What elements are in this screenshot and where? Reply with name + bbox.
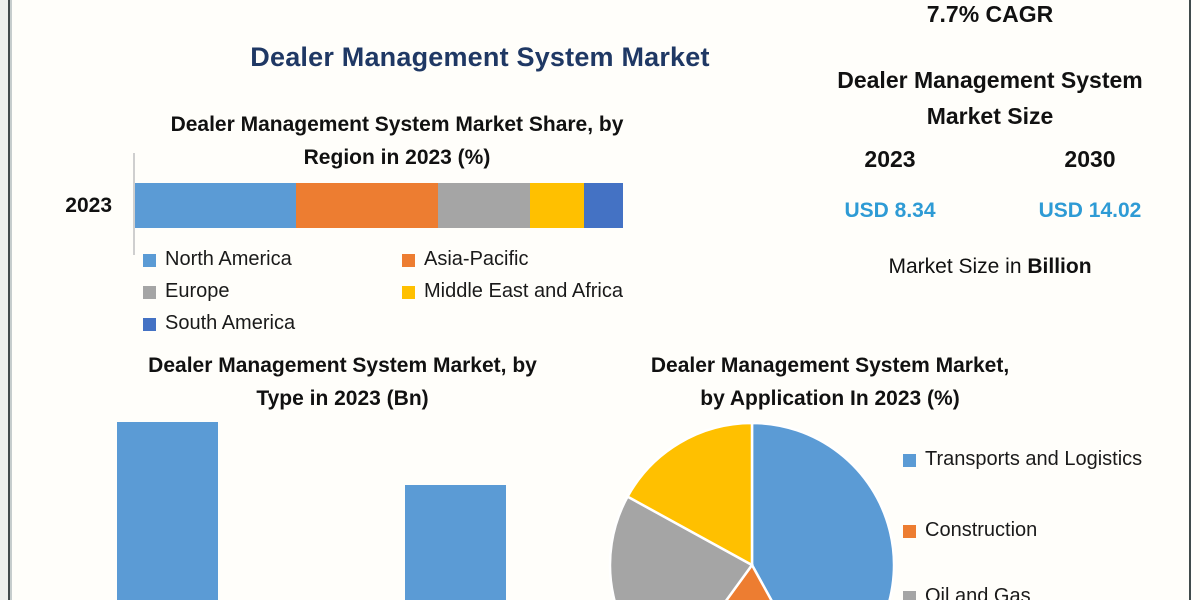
- legend-item-transports-logistics: Transports and Logistics: [903, 448, 1142, 471]
- legend-label: Middle East and Africa: [424, 280, 623, 302]
- legend-color-chip: [143, 318, 156, 331]
- legend-label: South America: [165, 312, 296, 334]
- pie-slice: [608, 494, 754, 600]
- bar-segment-asia-pacific: [296, 183, 438, 228]
- legend-label: Transports and Logistics: [925, 448, 1143, 470]
- legend-item-north-america: North America: [143, 248, 292, 271]
- legend-label: Asia-Pacific: [424, 248, 529, 270]
- application-chart-title: Dealer Management System Market, by Appl…: [620, 349, 1040, 415]
- legend-item-construction: Construction: [903, 519, 1037, 542]
- page-title: Dealer Management System Market: [250, 42, 710, 72]
- application-chart-title-line1: Dealer Management System Market,: [650, 354, 1010, 377]
- right-border-line: [1189, 0, 1191, 600]
- region-chart-category-label: 2023: [65, 194, 112, 217]
- bar-segment-middle-east-africa: [530, 183, 584, 228]
- bar-segment-europe: [437, 183, 531, 228]
- market-size-value-2030: USD 14.02: [1038, 199, 1142, 222]
- type-chart-title: Dealer Management System Market, by Type…: [65, 349, 620, 415]
- market-size-title-line1: Dealer Management System: [837, 67, 1143, 93]
- bar-segment-south-america: [583, 183, 624, 228]
- market-size-title-line2: Market Size: [926, 103, 1054, 129]
- pie-slice: [725, 562, 773, 600]
- market-size-years-row: 2023 2030: [790, 146, 1190, 173]
- footnote-unit: Billion: [1027, 255, 1092, 278]
- legend-item-oil-and-gas: Oil and Gas: [903, 585, 1031, 600]
- legend-item-middle-east-africa: Middle East and Africa: [402, 280, 623, 303]
- pie-slice: [625, 421, 754, 568]
- legend-label: Europe: [165, 280, 230, 302]
- region-chart-title-line1: Dealer Management System Market Share, b…: [170, 113, 624, 136]
- left-border-line: [8, 0, 10, 600]
- year-start-label: 2023: [864, 146, 916, 172]
- region-chart-title: Dealer Management System Market Share, b…: [85, 108, 709, 174]
- market-size-values-row: USD 8.34 USD 14.02: [790, 199, 1190, 223]
- legend-label: Oil and Gas: [925, 585, 1031, 600]
- legend-color-chip: [402, 254, 415, 267]
- left-border-shadow: [10, 0, 12, 600]
- bar-segment-north-america: [135, 183, 297, 228]
- region-chart-title-line2: Region in 2023 (%): [303, 146, 491, 169]
- legend-item-europe: Europe: [143, 280, 230, 303]
- legend-color-chip: [143, 254, 156, 267]
- type-bar-1: [117, 422, 218, 600]
- legend-item-south-america: South America: [143, 312, 295, 335]
- pie-slice: [750, 421, 896, 600]
- legend-color-chip: [402, 286, 415, 299]
- region-chart-y-axis: [133, 153, 135, 255]
- market-size-footnote: Market Size in Billion: [790, 255, 1190, 279]
- type-chart-title-line2: Type in 2023 (Bn): [256, 387, 429, 410]
- legend-label: Construction: [925, 519, 1038, 541]
- legend-color-chip: [903, 525, 916, 538]
- legend-label: North America: [165, 248, 292, 270]
- application-pie-chart: [608, 421, 896, 600]
- cagr-value: 7.7% CAGR: [926, 1, 1054, 27]
- legend-color-chip: [903, 454, 916, 467]
- type-bar-2: [405, 485, 506, 600]
- legend-color-chip: [143, 286, 156, 299]
- legend-item-asia-pacific: Asia-Pacific: [402, 248, 528, 271]
- application-chart-title-line2: by Application In 2023 (%): [700, 387, 960, 410]
- left-edge-strip: [0, 0, 8, 600]
- type-chart-title-line1: Dealer Management System Market, by: [148, 354, 537, 377]
- market-size-title: Dealer Management System Market Size: [800, 62, 1180, 134]
- footnote-prefix: Market Size in: [888, 255, 1028, 278]
- year-end-label: 2030: [1064, 146, 1116, 172]
- market-size-value-2023: USD 8.34: [844, 199, 936, 222]
- legend-color-chip: [903, 591, 916, 600]
- region-stacked-bar: [135, 183, 624, 228]
